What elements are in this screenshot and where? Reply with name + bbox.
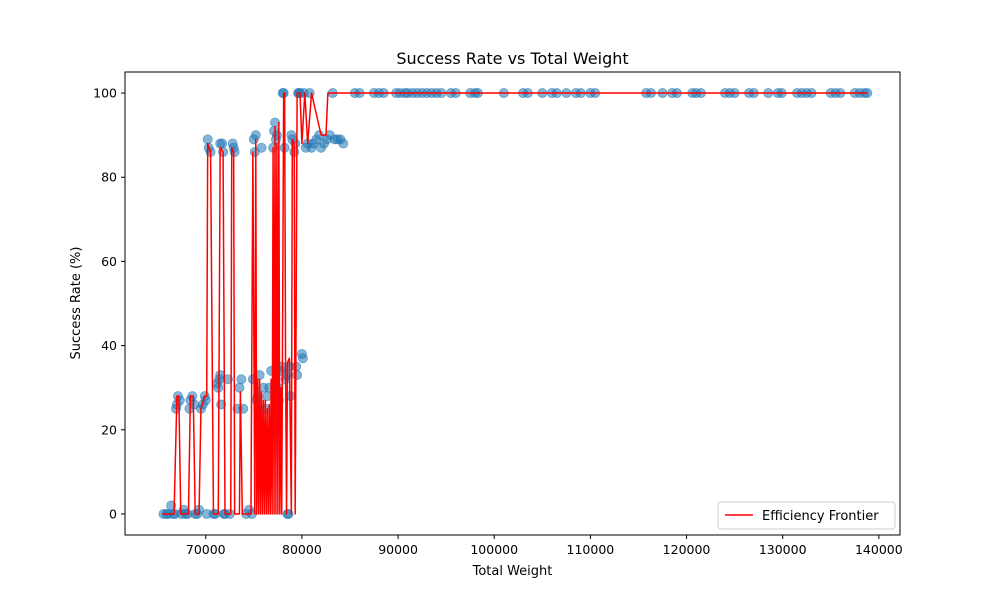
y-tick-label: 40	[101, 338, 117, 353]
legend-box	[717, 501, 896, 530]
x-axis-ticks: 70000 80000 90000 100000 110000 120000 130000 1…	[186, 535, 903, 557]
plot-area-frame	[124, 71, 901, 536]
scatter-point	[234, 382, 245, 393]
scatter-point	[236, 374, 247, 385]
frontier-series	[162, 92, 868, 515]
x-tick-label: 140000	[855, 542, 903, 557]
legend-label-frontier: Efficiency Frontier	[762, 509, 879, 524]
y-axis-ticks: 0 20 40 60 80 100	[93, 86, 125, 521]
x-tick-label: 110000	[567, 542, 615, 557]
x-tick-label: 70000	[186, 542, 226, 557]
y-axis-label: Success Rate (%)	[69, 247, 84, 360]
y-tick-label: 80	[101, 170, 117, 185]
scatter-point	[256, 142, 267, 153]
efficiency-frontier-line	[162, 92, 868, 515]
x-tick-label: 120000	[663, 542, 711, 557]
scatter-point	[292, 370, 303, 381]
x-tick-label: 130000	[759, 542, 807, 557]
scatter-point	[250, 130, 261, 141]
scatter-point	[222, 374, 233, 385]
y-tick-label: 100	[93, 86, 117, 101]
y-tick-label: 0	[109, 506, 117, 521]
legend: Efficiency Frontier	[717, 501, 896, 530]
scatter-point	[271, 130, 282, 141]
scatter-point	[202, 134, 213, 145]
y-tick-label: 20	[101, 422, 117, 437]
x-axis-label: Total Weight	[472, 564, 553, 579]
x-tick-label: 90000	[378, 542, 418, 557]
scatter-point	[338, 138, 349, 149]
x-tick-label: 80000	[282, 542, 322, 557]
scatter-point	[297, 353, 308, 364]
chart-title: Success Rate vs Total Weight	[396, 49, 628, 68]
y-tick-label: 60	[101, 254, 117, 269]
scatter-point	[217, 138, 228, 149]
x-tick-label: 100000	[470, 542, 518, 557]
